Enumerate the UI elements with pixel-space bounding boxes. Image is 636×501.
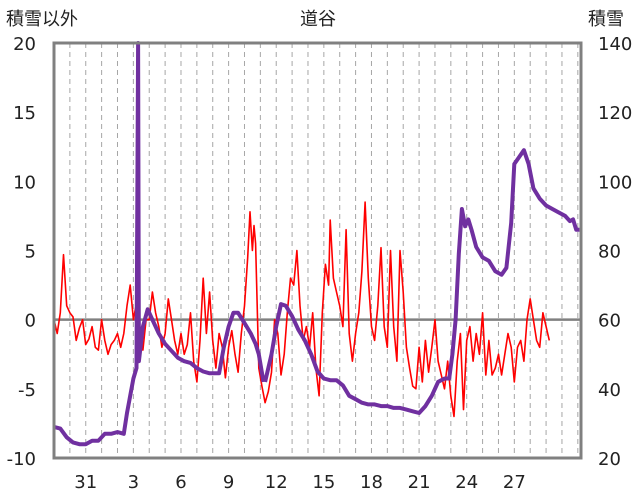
x-tick-label: 9 bbox=[223, 472, 234, 493]
left-tick-label: -5 bbox=[18, 380, 36, 401]
x-tick-label: 18 bbox=[360, 472, 383, 493]
right-tick-label: 140 bbox=[598, 34, 632, 55]
left-tick-label: -10 bbox=[7, 449, 36, 470]
snow-depth-line-1 bbox=[263, 148, 580, 415]
left-axis-ticks: -10 -5 0 5 10 15 20 bbox=[7, 34, 36, 470]
x-tick-label: 12 bbox=[265, 472, 288, 493]
left-tick-label: 5 bbox=[25, 242, 36, 263]
x-tick-label: 27 bbox=[503, 472, 526, 493]
left-axis-label: 積雪以外 bbox=[6, 9, 78, 30]
x-axis-ticks: 31 3 6 9 12 15 18 21 24 27 bbox=[74, 472, 525, 493]
x-tick-label: 3 bbox=[128, 472, 139, 493]
right-tick-label: 80 bbox=[598, 242, 621, 263]
x-tick-label: 31 bbox=[74, 472, 97, 493]
left-tick-label: 15 bbox=[13, 103, 36, 124]
x-tick-label: 6 bbox=[175, 472, 186, 493]
right-tick-label: 20 bbox=[598, 449, 621, 470]
right-tick-label: 60 bbox=[598, 311, 621, 332]
chart-title: 道谷 bbox=[300, 9, 336, 30]
right-axis-label: 積雪 bbox=[588, 9, 624, 30]
x-tick-label: 21 bbox=[408, 472, 431, 493]
grid-lines bbox=[54, 43, 581, 458]
right-axis-ticks: 20 40 60 80 100 120 140 bbox=[598, 34, 632, 470]
other-series-line-0 bbox=[53, 201, 551, 418]
series-layer bbox=[53, 41, 580, 447]
right-tick-label: 100 bbox=[598, 172, 632, 193]
left-tick-label: 0 bbox=[25, 311, 36, 332]
x-tick-label: 24 bbox=[455, 472, 478, 493]
left-tick-label: 20 bbox=[13, 34, 36, 55]
snow-depth-line-0 bbox=[53, 41, 266, 447]
left-tick-label: 10 bbox=[13, 172, 36, 193]
right-tick-label: 40 bbox=[598, 380, 621, 401]
x-tick-label: 15 bbox=[312, 472, 335, 493]
right-tick-label: 120 bbox=[598, 103, 632, 124]
plot-frame bbox=[52, 41, 583, 460]
